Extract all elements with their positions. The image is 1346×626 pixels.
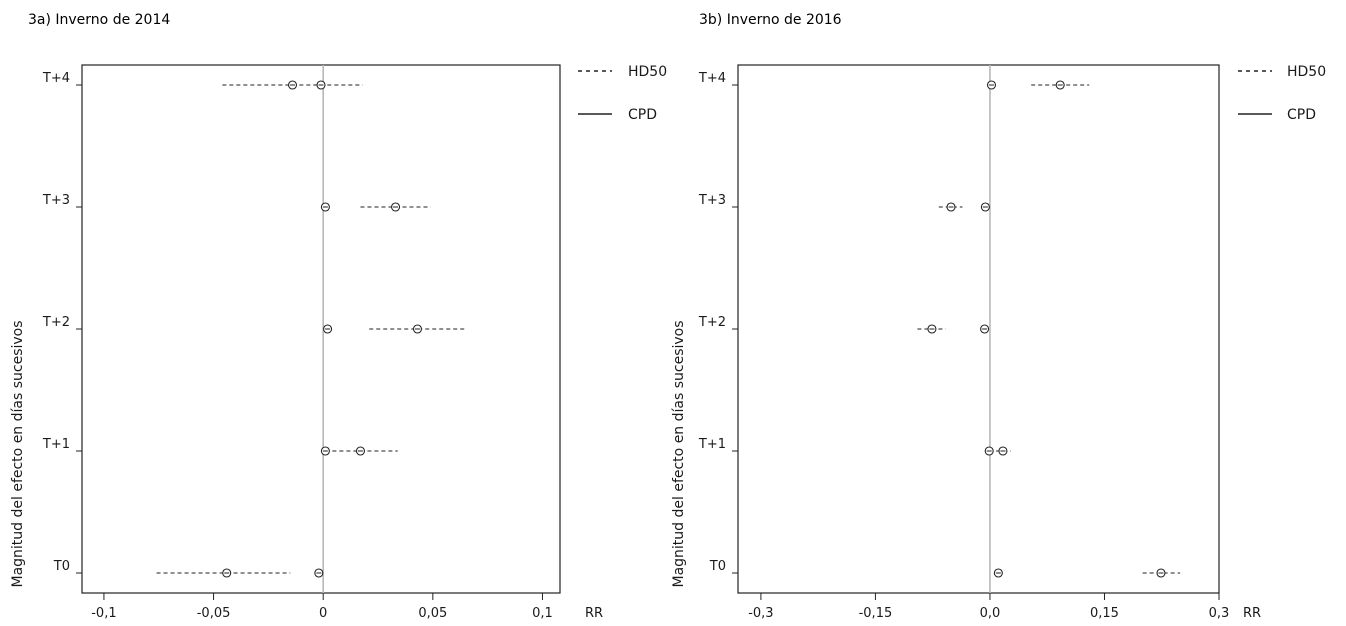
panel-3a: 3a) Inverno de 2014 Magnitud del efecto … [10, 12, 667, 621]
y-tick-label: T0 [53, 559, 70, 574]
y-tick-label: T+1 [42, 437, 70, 452]
x-axis-title: RR [585, 606, 603, 621]
y-tick-label: T+3 [42, 193, 70, 208]
panel-title: 3a) Inverno de 2014 [28, 12, 170, 28]
y-tick-label: T+4 [42, 71, 70, 86]
panel-title: 3b) Inverno de 2016 [699, 12, 842, 28]
y-axis-title: Magnitud del efecto en días sucesivos [10, 320, 26, 587]
y-tick-label: T+4 [698, 71, 726, 86]
x-tick-label: -0,1 [91, 606, 116, 621]
legend-label-hd50: HD50 [1287, 64, 1326, 80]
y-tick-label: T+3 [698, 193, 726, 208]
y-axis-title: Magnitud del efecto en días sucesivos [671, 320, 687, 587]
legend-label-hd50: HD50 [628, 64, 667, 80]
plot-frame [737, 64, 1220, 594]
y-tick-label: T0 [709, 559, 726, 574]
x-tick-label: 0,15 [1090, 606, 1119, 621]
x-tick-label: 0,3 [1209, 606, 1230, 621]
x-tick-label: 0,0 [980, 606, 1001, 621]
panel-3b: 3b) Inverno de 2016 Magnitud del efecto … [671, 12, 1326, 621]
legend: HD50 CPD [1238, 64, 1326, 123]
legend: HD50 CPD [578, 64, 667, 123]
x-tick-label: 0,1 [532, 606, 553, 621]
legend-label-cpd: CPD [1287, 107, 1316, 123]
plot-marks: -0,3 -0,15 0,0 0,15 0,3 T+4 T+3 T+2 T+1 T0 [698, 65, 1229, 621]
x-tick-label: -0,15 [859, 606, 893, 621]
y-tick-label: T+1 [698, 437, 726, 452]
x-axis-title: RR [1243, 606, 1261, 621]
y-tick-label: T+2 [698, 315, 726, 330]
y-tick-label: T+2 [42, 315, 70, 330]
legend-label-cpd: CPD [628, 107, 657, 123]
x-tick-label: -0,3 [748, 606, 773, 621]
x-tick-label: -0,05 [197, 606, 231, 621]
x-tick-label: 0,05 [418, 606, 447, 621]
plot-frame [81, 64, 561, 594]
x-tick-label: 0 [319, 606, 327, 621]
plot-marks: -0,1 -0,05 0 0,05 0,1 T+4 T+3 T+2 T+1 T0 [42, 65, 553, 621]
